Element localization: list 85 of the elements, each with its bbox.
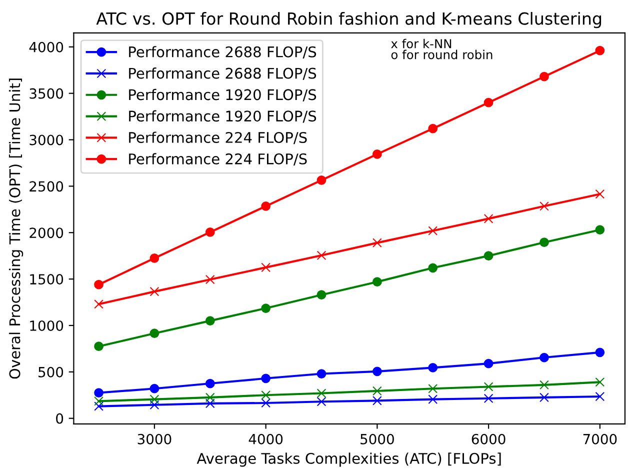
point (150, 253, 160, 263)
point (372, 396, 382, 406)
point (94, 342, 104, 352)
y-axis-title: Overal Processing Time (OPT) [Time Unit] (8, 78, 24, 379)
point (261, 304, 271, 313)
point (540, 238, 549, 248)
x-axis-title: Average Tasks Complexities (ATC) [FLOPs] (196, 452, 501, 467)
y-tick-label: 3000 (30, 134, 64, 146)
point (372, 149, 382, 159)
point (150, 394, 160, 404)
point (316, 175, 326, 185)
x-tick-label: 7000 (583, 434, 617, 444)
y-tick-label: 1500 (30, 274, 64, 285)
point (372, 277, 382, 287)
point (484, 394, 494, 404)
point (372, 386, 382, 396)
point (94, 402, 104, 411)
annotation: o for round robin (391, 50, 492, 60)
point (205, 274, 215, 284)
point (428, 363, 438, 372)
y-tick-label: 1000 (30, 320, 64, 331)
point (428, 394, 438, 404)
x-tick-label: 3000 (138, 434, 172, 444)
point (595, 348, 605, 358)
point (372, 238, 382, 248)
point (595, 189, 605, 199)
point (205, 398, 215, 408)
point (94, 299, 104, 309)
x-tick-label: 5000 (360, 434, 394, 444)
point (595, 46, 605, 56)
point (150, 328, 160, 338)
y-tick-label: 4000 (29, 42, 64, 52)
legend-label: Performance 1920 FLOP/S (129, 88, 316, 102)
point (94, 280, 104, 290)
point (372, 366, 382, 376)
x-tick-label: 4000 (248, 434, 283, 444)
point (595, 392, 605, 402)
point (428, 124, 438, 134)
point (205, 392, 215, 402)
point (540, 380, 549, 390)
point (484, 214, 494, 224)
point (595, 377, 605, 387)
y-tick-label: 3500 (30, 88, 64, 99)
point (484, 98, 494, 108)
point (94, 396, 104, 406)
point (261, 374, 271, 384)
point (94, 388, 104, 398)
point (316, 396, 326, 406)
point (428, 263, 438, 273)
point (540, 392, 549, 402)
point (484, 358, 494, 368)
point (595, 225, 605, 235)
legend-label: Performance 224 FLOP/S (129, 132, 307, 144)
point (428, 384, 438, 394)
chart-title: ATC vs. OPT for Round Robin fashion and K-means Clustering (96, 12, 602, 28)
point (540, 352, 549, 362)
point (150, 384, 160, 394)
legend-label: Performance 224 FLOP/S (129, 153, 307, 166)
point (540, 201, 549, 211)
point (428, 226, 438, 236)
point (150, 400, 160, 410)
y-tick-label: 500 (38, 366, 64, 378)
y-tick-label: 0 (56, 413, 64, 424)
x-tick-label: 6000 (472, 434, 506, 444)
legend-label: Performance 2688 FLOP/S (129, 68, 316, 80)
point (540, 72, 549, 82)
point (205, 227, 215, 237)
annotation: x for k-NN (391, 38, 452, 48)
point (205, 316, 215, 326)
y-tick-label: 2500 (30, 181, 64, 192)
point (316, 388, 326, 398)
point (261, 390, 271, 400)
point (484, 382, 494, 392)
point (205, 378, 215, 388)
point (316, 369, 326, 378)
point (484, 251, 494, 261)
legend-label: Performance 2688 FLOP/S (129, 46, 316, 59)
point (261, 262, 271, 272)
point (316, 250, 326, 260)
legend-label: Performance 1920 FLOP/S (129, 110, 316, 123)
y-tick-label: 2000 (30, 228, 64, 238)
point (150, 286, 160, 296)
point (316, 290, 326, 300)
point (261, 398, 271, 408)
point (261, 201, 271, 211)
